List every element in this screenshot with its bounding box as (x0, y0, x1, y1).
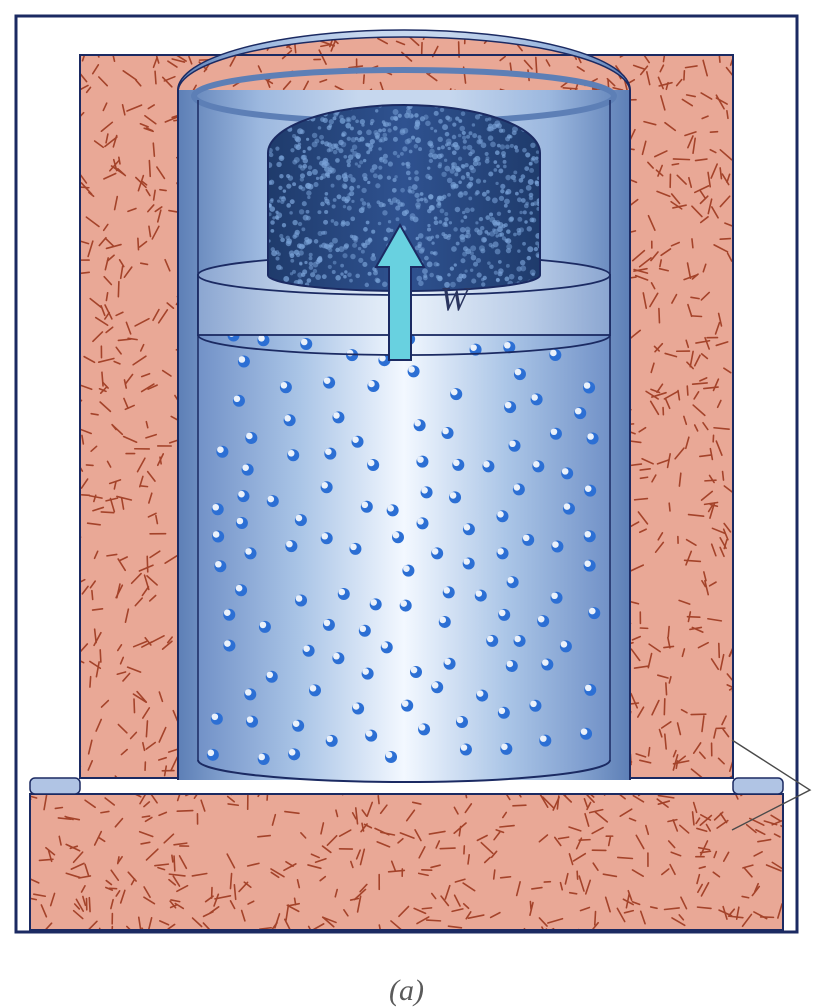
pedestal-lip-right (733, 778, 783, 794)
pedestal-lip-left (30, 778, 80, 794)
figure-caption: (a) (0, 974, 813, 1008)
work-label: W (440, 281, 471, 318)
